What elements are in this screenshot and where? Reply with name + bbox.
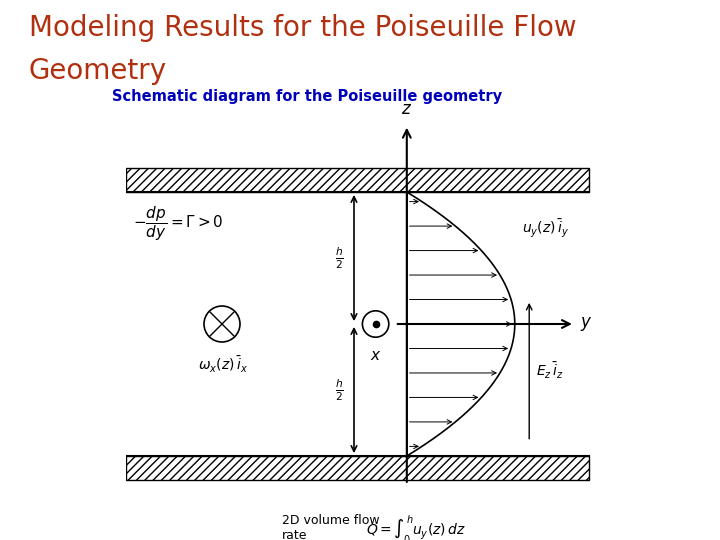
Text: $Q = \int_0^h u_y(z)\,dz$: $Q = \int_0^h u_y(z)\,dz$ (366, 514, 466, 540)
Text: 2D volume flow
rate: 2D volume flow rate (282, 514, 379, 540)
Polygon shape (126, 168, 589, 192)
Text: Schematic diagram for the Poiseuille geometry: Schematic diagram for the Poiseuille geo… (112, 89, 502, 104)
Text: Modeling Results for the Poiseuille Flow: Modeling Results for the Poiseuille Flow (29, 14, 577, 42)
Text: $x$: $x$ (370, 348, 382, 363)
Text: $\frac{h}{2}$: $\frac{h}{2}$ (336, 245, 344, 271)
Polygon shape (126, 456, 589, 480)
Text: $E_z\,\bar{i}_z$: $E_z\,\bar{i}_z$ (536, 361, 564, 381)
Text: Geometry: Geometry (29, 57, 167, 85)
Text: $z$: $z$ (401, 99, 413, 118)
Circle shape (204, 306, 240, 342)
Text: $u_y(z)\,\bar{i}_y$: $u_y(z)\,\bar{i}_y$ (522, 218, 570, 240)
Text: $y$: $y$ (580, 315, 592, 333)
Circle shape (362, 311, 389, 337)
Text: $\frac{h}{2}$: $\frac{h}{2}$ (336, 377, 344, 403)
Text: $\omega_x(z)\,\bar{i}_x$: $\omega_x(z)\,\bar{i}_x$ (198, 355, 248, 375)
Text: $-\dfrac{dp}{dy} = \Gamma > 0$: $-\dfrac{dp}{dy} = \Gamma > 0$ (133, 204, 224, 243)
